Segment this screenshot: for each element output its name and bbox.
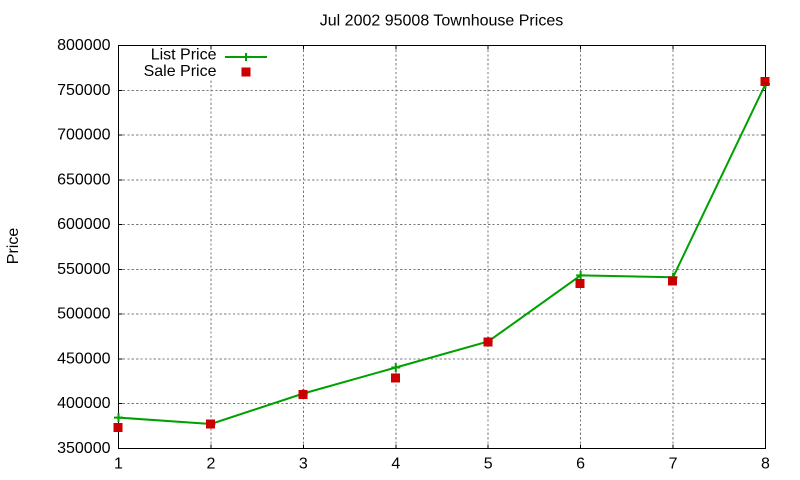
svg-text:750000: 750000 <box>57 82 110 99</box>
svg-text:650000: 650000 <box>57 171 110 188</box>
svg-text:5: 5 <box>484 455 493 472</box>
svg-text:1: 1 <box>114 455 123 472</box>
svg-text:List Price: List Price <box>151 47 217 64</box>
svg-text:8: 8 <box>761 455 770 472</box>
svg-text:700000: 700000 <box>57 127 110 144</box>
svg-text:350000: 350000 <box>57 440 110 457</box>
svg-text:Price: Price <box>5 228 22 265</box>
svg-text:7: 7 <box>669 455 678 472</box>
svg-text:500000: 500000 <box>57 306 110 323</box>
svg-text:2: 2 <box>206 455 215 472</box>
svg-text:800000: 800000 <box>57 37 110 54</box>
svg-text:4: 4 <box>391 455 400 472</box>
svg-text:600000: 600000 <box>57 216 110 233</box>
svg-text:Jul 2002 95008 Townhouse Price: Jul 2002 95008 Townhouse Prices <box>320 13 563 30</box>
svg-text:Sale Price: Sale Price <box>144 63 217 80</box>
svg-text:550000: 550000 <box>57 261 110 278</box>
svg-text:450000: 450000 <box>57 350 110 367</box>
svg-text:3: 3 <box>299 455 308 472</box>
svg-text:6: 6 <box>576 455 585 472</box>
svg-text:400000: 400000 <box>57 395 110 412</box>
